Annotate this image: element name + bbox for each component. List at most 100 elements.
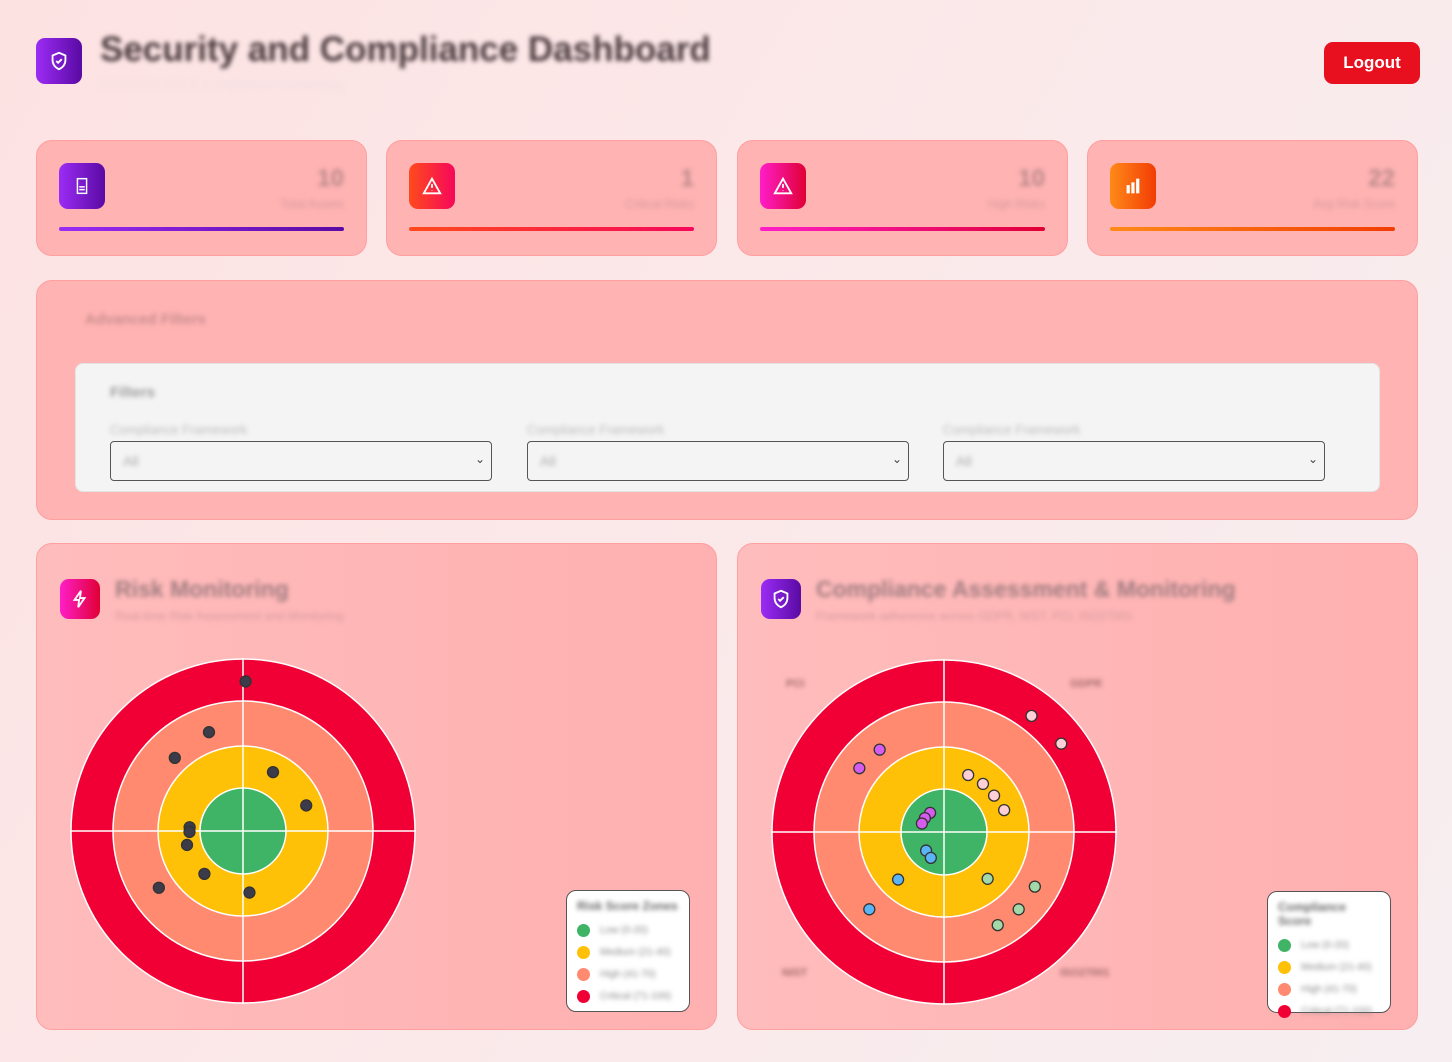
data-point-risk[interactable]	[183, 825, 196, 839]
lightning-icon	[60, 579, 100, 619]
stat-value: 10	[1018, 165, 1045, 192]
compliance-panel-title: Compliance Assessment & Monitoring	[816, 576, 1236, 602]
data-point-gdpr[interactable]	[1025, 709, 1038, 723]
select-value: All	[956, 453, 972, 469]
legend-label: Low (0-20)	[600, 924, 648, 936]
data-point-risk[interactable]	[198, 867, 211, 881]
data-point-pci[interactable]	[915, 817, 929, 830]
data-point-gdpr[interactable]	[997, 803, 1011, 817]
legend-swatch-critical	[1278, 1004, 1291, 1018]
legend-title: Compliance Score	[1278, 900, 1347, 928]
legend-label: Medium (21-40)	[1301, 961, 1372, 973]
chevron-down-icon: ⌄	[1307, 452, 1318, 466]
logout-button[interactable]: Logout	[1324, 42, 1420, 84]
legend-label: High (41-70)	[1301, 983, 1357, 995]
filter-label-3: Compliance Framework	[943, 422, 1081, 437]
shield-check-icon	[761, 579, 801, 619]
data-point-risk[interactable]	[239, 675, 252, 688]
chevron-down-icon: ⌄	[891, 452, 902, 466]
quadrant-label-pci: PCI	[786, 678, 805, 690]
data-point-risk[interactable]	[152, 881, 166, 894]
data-point-risk[interactable]	[266, 765, 280, 779]
advanced-filters-panel: Advanced Filters Filters Compliance Fram…	[36, 280, 1418, 520]
legend-label: Low (0-20)	[1301, 939, 1349, 951]
compliance-panel-subtitle: Framework adherence across GDPR, NIST, P…	[816, 609, 1133, 623]
legend-label: Critical (71-100)	[1301, 1005, 1373, 1017]
stat-card: 22 Avg Risk Score	[1087, 140, 1418, 256]
legend-swatch-high	[1278, 982, 1291, 996]
filters-panel-title: Advanced Filters	[85, 311, 206, 328]
legend-label: Medium (21-40)	[600, 946, 671, 958]
data-point-iso27001[interactable]	[981, 872, 994, 885]
filter-label-2: Compliance Framework	[527, 422, 665, 437]
data-point-pci[interactable]	[853, 762, 866, 775]
stat-card: 10 High Risks	[737, 140, 1068, 256]
stat-label: Total Assets	[279, 197, 344, 211]
filters-box: Filters Compliance Framework Compliance …	[75, 363, 1380, 492]
filter-select-3[interactable]: All ⌄	[943, 441, 1325, 481]
warning-icon	[409, 163, 455, 209]
filter-select-2[interactable]: All ⌄	[527, 441, 909, 481]
warning-icon	[760, 163, 806, 209]
stat-card: 10 Total Assets	[36, 140, 367, 256]
compliance-target-chart	[771, 659, 1117, 1005]
stat-progress-bar	[59, 227, 344, 231]
data-point-gdpr[interactable]	[1055, 737, 1068, 750]
filters-subtitle: Filters	[110, 384, 156, 401]
stat-progress-bar	[409, 227, 694, 231]
stat-value: 22	[1368, 165, 1395, 192]
data-point-gdpr[interactable]	[987, 789, 1001, 802]
stat-label: High Risks	[987, 197, 1045, 211]
data-point-iso27001[interactable]	[991, 918, 1004, 932]
stat-label: Avg Risk Score	[1313, 197, 1395, 211]
data-point-iso27001[interactable]	[1028, 880, 1042, 893]
risk-panel-subtitle: Real-time Risk Assessment and Monitoring	[115, 609, 344, 623]
data-point-iso27001[interactable]	[1012, 903, 1025, 916]
stat-card: 1 Critical Risks	[386, 140, 717, 256]
stat-progress-bar	[760, 227, 1045, 231]
bar-chart-icon	[1110, 163, 1156, 209]
filter-label-1: Compliance Framework	[110, 422, 248, 437]
risk-target-chart	[70, 658, 416, 1004]
data-point-nist[interactable]	[891, 873, 905, 886]
shield-logo-icon	[36, 38, 82, 84]
legend-swatch-medium	[1278, 960, 1291, 974]
stat-value: 1	[680, 165, 694, 192]
select-value: All	[540, 453, 556, 469]
quadrant-label-iso27001: ISO27001	[1060, 967, 1110, 979]
data-point-nist[interactable]	[924, 851, 937, 865]
legend-swatch-critical	[577, 989, 590, 1003]
data-point-risk[interactable]	[202, 726, 216, 739]
legend-swatch-low	[1278, 938, 1291, 952]
data-point-risk[interactable]	[243, 886, 256, 899]
stat-value: 10	[317, 165, 344, 192]
filter-select-1[interactable]: All ⌄	[110, 441, 492, 481]
stat-label: Critical Risks	[624, 197, 694, 211]
legend-swatch-low	[577, 923, 590, 937]
legend-swatch-high	[577, 967, 590, 981]
data-point-risk[interactable]	[300, 799, 313, 812]
data-point-gdpr[interactable]	[962, 768, 975, 782]
data-point-pci[interactable]	[873, 743, 886, 756]
risk-monitoring-panel: Risk Monitoring Real-time Risk Assessmen…	[36, 543, 717, 1030]
stat-progress-bar	[1110, 227, 1395, 231]
page-title: Security and Compliance Dashboard	[100, 30, 711, 69]
data-point-gdpr[interactable]	[976, 777, 990, 791]
legend-label: High (41-70)	[600, 968, 656, 980]
select-value: All	[123, 453, 139, 469]
data-point-risk[interactable]	[168, 751, 181, 765]
data-point-nist[interactable]	[863, 903, 876, 916]
quadrant-label-nist: NIST	[782, 967, 808, 979]
risk-panel-title: Risk Monitoring	[115, 576, 289, 602]
legend-title: Risk Score Zones	[577, 899, 678, 913]
chevron-down-icon: ⌄	[474, 452, 485, 466]
legend-label: Critical (71-100)	[600, 990, 672, 1002]
document-icon	[59, 163, 105, 209]
compliance-legend: Compliance Score Low (0-20) Medium (21-4…	[1267, 891, 1391, 1018]
compliance-panel: Compliance Assessment & Monitoring Frame…	[737, 543, 1418, 1030]
risk-legend: Risk Score Zones Low (0-20) Medium (21-4…	[566, 890, 690, 1012]
data-point-risk[interactable]	[180, 838, 194, 852]
quadrant-label-gdpr: GDPR	[1070, 678, 1102, 690]
page-subtitle: Real-time risk & compliance monitoring	[100, 76, 343, 92]
legend-swatch-medium	[577, 945, 590, 959]
